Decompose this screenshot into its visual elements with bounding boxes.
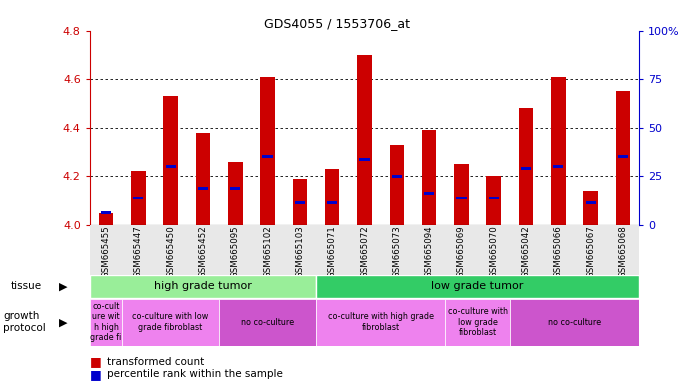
Bar — [295, 201, 305, 204]
Text: GSM665094: GSM665094 — [425, 226, 434, 278]
Bar — [261, 77, 275, 225]
Bar — [486, 176, 501, 225]
Bar — [166, 165, 176, 168]
Text: percentile rank within the sample: percentile rank within the sample — [107, 369, 283, 379]
Bar — [454, 164, 468, 225]
Text: GSM665042: GSM665042 — [522, 226, 531, 278]
Text: tissue: tissue — [10, 281, 41, 291]
Text: GSM665455: GSM665455 — [102, 226, 111, 278]
Text: ▶: ▶ — [59, 281, 67, 291]
Bar — [90, 275, 316, 298]
Bar — [230, 187, 240, 190]
Text: GSM665073: GSM665073 — [392, 226, 401, 278]
Bar — [519, 108, 533, 225]
Text: ▶: ▶ — [59, 317, 67, 327]
Bar — [357, 55, 372, 225]
Text: co-cult
ure wit
h high
grade fi: co-cult ure wit h high grade fi — [91, 302, 122, 342]
Text: co-culture with low
grade fibroblast: co-culture with low grade fibroblast — [133, 313, 209, 332]
Bar — [90, 299, 122, 346]
Bar — [445, 299, 510, 346]
Bar — [392, 175, 402, 178]
Bar — [616, 91, 630, 225]
Text: GSM665068: GSM665068 — [618, 226, 627, 278]
Bar — [489, 197, 499, 199]
Text: GSM665452: GSM665452 — [198, 226, 207, 278]
Bar — [359, 158, 370, 161]
Text: low grade tumor: low grade tumor — [431, 281, 524, 291]
Bar — [101, 211, 111, 214]
Bar — [316, 299, 445, 346]
Bar — [198, 187, 208, 190]
Bar — [131, 171, 146, 225]
Text: GSM665067: GSM665067 — [586, 226, 595, 278]
Text: GSM665070: GSM665070 — [489, 226, 498, 278]
Bar — [424, 192, 434, 195]
Text: high grade tumor: high grade tumor — [154, 281, 252, 291]
Text: GSM665069: GSM665069 — [457, 226, 466, 278]
Text: GSM665072: GSM665072 — [360, 226, 369, 278]
Text: no co-culture: no co-culture — [548, 318, 601, 327]
Bar — [327, 201, 337, 204]
Text: no co-culture: no co-culture — [241, 318, 294, 327]
Bar — [390, 145, 404, 225]
Bar — [122, 299, 219, 346]
Bar — [292, 179, 307, 225]
Text: GSM665066: GSM665066 — [554, 226, 563, 278]
Text: GSM665103: GSM665103 — [295, 226, 304, 278]
Text: GSM665447: GSM665447 — [134, 226, 143, 278]
Bar — [133, 197, 144, 199]
Bar — [316, 275, 639, 298]
Bar — [263, 155, 273, 158]
Bar — [521, 167, 531, 170]
Text: ■: ■ — [90, 355, 102, 368]
Bar — [551, 77, 566, 225]
Bar — [553, 165, 563, 168]
Bar — [510, 299, 639, 346]
Text: GSM665095: GSM665095 — [231, 226, 240, 278]
Text: growth
protocol: growth protocol — [3, 311, 46, 333]
Text: GSM665102: GSM665102 — [263, 226, 272, 278]
Bar — [196, 132, 210, 225]
Text: transformed count: transformed count — [107, 357, 205, 367]
Title: GDS4055 / 1553706_at: GDS4055 / 1553706_at — [264, 17, 410, 30]
Bar — [99, 212, 113, 225]
Bar — [228, 162, 243, 225]
Bar — [456, 197, 466, 199]
Bar — [325, 169, 339, 225]
Bar — [219, 299, 316, 346]
Bar — [618, 155, 628, 158]
Bar — [585, 201, 596, 204]
Text: co-culture with
low grade
fibroblast: co-culture with low grade fibroblast — [448, 307, 508, 337]
Text: ■: ■ — [90, 368, 102, 381]
Text: GSM665071: GSM665071 — [328, 226, 337, 278]
Text: GSM665450: GSM665450 — [166, 226, 175, 278]
Text: co-culture with high grade
fibroblast: co-culture with high grade fibroblast — [328, 313, 434, 332]
Bar — [163, 96, 178, 225]
Bar — [422, 130, 437, 225]
Bar — [583, 191, 598, 225]
